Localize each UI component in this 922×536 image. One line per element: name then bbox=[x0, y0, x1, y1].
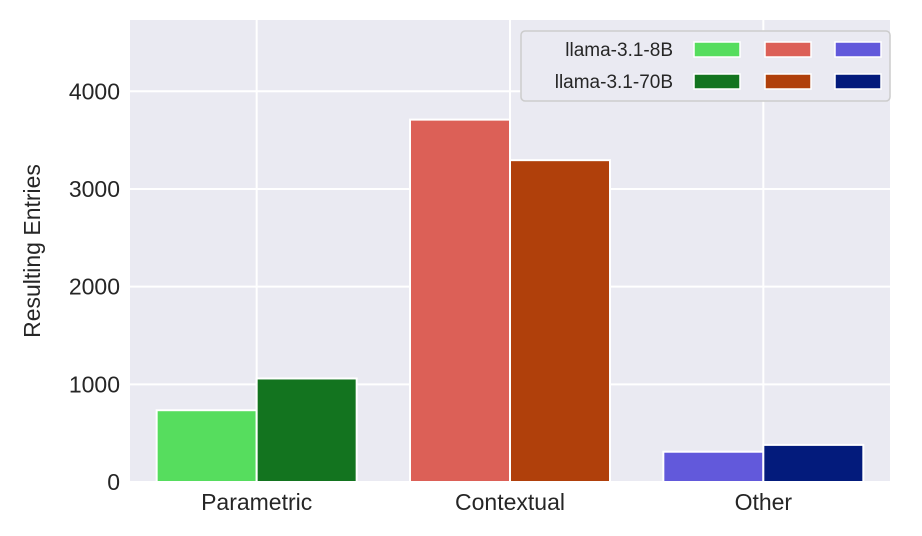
y-tick-label: 4000 bbox=[69, 78, 120, 104]
bars bbox=[155, 118, 865, 484]
bar-contextual-series-2 bbox=[509, 159, 611, 484]
legend-swatch bbox=[764, 73, 812, 90]
y-tick-label: 0 bbox=[107, 469, 120, 495]
legend-swatch bbox=[693, 41, 741, 58]
legend-swatch bbox=[693, 73, 741, 90]
bar-parametric-series-1 bbox=[155, 409, 258, 483]
y-axis-title: Resulting Entries bbox=[19, 164, 45, 338]
y-axis-ticks: 0 1000 2000 3000 4000 bbox=[69, 78, 120, 495]
x-tick-label: Contextual bbox=[455, 489, 565, 515]
bar-other-series-2 bbox=[762, 443, 865, 484]
bar-contextual-series-1 bbox=[409, 118, 511, 484]
y-tick-label: 1000 bbox=[69, 371, 120, 397]
legend: llama-3.1-8B llama-3.1-70B bbox=[520, 30, 891, 102]
legend-swatch bbox=[764, 41, 812, 58]
legend-swatch bbox=[834, 73, 882, 90]
legend-swatch bbox=[834, 41, 882, 58]
legend-label: llama-3.1-8B bbox=[565, 40, 673, 61]
x-tick-label: Parametric bbox=[201, 489, 312, 515]
x-axis-ticks: Parametric Contextual Other bbox=[201, 489, 792, 515]
legend-label: llama-3.1-70B bbox=[555, 72, 673, 93]
x-tick-label: Other bbox=[735, 489, 793, 515]
y-tick-label: 3000 bbox=[69, 176, 120, 202]
bar-parametric-series-2 bbox=[255, 377, 358, 483]
y-tick-label: 2000 bbox=[69, 274, 120, 300]
bar-other-series-1 bbox=[662, 450, 765, 483]
